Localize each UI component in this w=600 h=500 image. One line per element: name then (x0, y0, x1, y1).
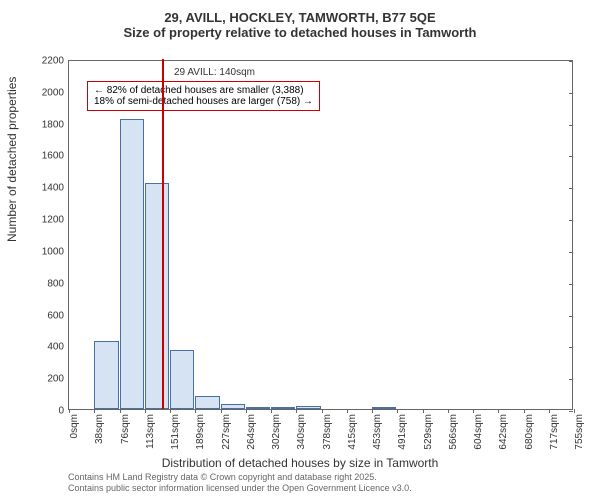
x-tick-label: 189sqm (195, 414, 206, 450)
x-tick-mark (246, 409, 247, 413)
x-tick-mark (94, 409, 95, 413)
x-tick-label: 453sqm (372, 414, 383, 450)
chart-title-line1: 29, AVILL, HOCKLEY, TAMWORTH, B77 5QE (0, 10, 600, 25)
x-tick-label: 491sqm (397, 414, 408, 450)
y-tick-mark (569, 252, 573, 253)
histogram-bar (246, 407, 270, 409)
x-tick-mark (296, 409, 297, 413)
y-tick-label: 800 (47, 278, 69, 289)
histogram-bar (221, 404, 245, 409)
x-tick-mark (397, 409, 398, 413)
histogram-bar (296, 406, 320, 409)
x-axis-label: Distribution of detached houses by size … (0, 456, 600, 470)
histogram-bar (170, 350, 194, 409)
histogram-bar (94, 341, 118, 409)
histogram-bar (271, 407, 295, 409)
annotation-line1: ← 82% of detached houses are smaller (3,… (94, 85, 313, 96)
histogram-bar (372, 407, 396, 409)
x-tick-label: 0sqm (69, 414, 80, 438)
y-tick-mark (569, 93, 573, 94)
x-tick-label: 151sqm (170, 414, 181, 450)
x-tick-mark (322, 409, 323, 413)
y-tick-label: 200 (47, 374, 69, 385)
x-tick-label: 38sqm (94, 414, 105, 444)
y-tick-mark (569, 284, 573, 285)
y-tick-label: 1000 (42, 246, 69, 257)
x-tick-label: 604sqm (473, 414, 484, 450)
x-tick-mark (221, 409, 222, 413)
x-tick-mark (120, 409, 121, 413)
x-tick-label: 529sqm (423, 414, 434, 450)
x-tick-label: 378sqm (322, 414, 333, 450)
y-tick-label: 0 (58, 406, 69, 417)
histogram-bar (195, 396, 219, 409)
footer-line2: Contains public sector information licen… (68, 483, 412, 495)
x-tick-label: 113sqm (145, 414, 156, 449)
x-tick-mark (145, 409, 146, 413)
x-tick-mark (69, 409, 70, 413)
x-tick-mark (549, 409, 550, 413)
x-tick-label: 642sqm (498, 414, 509, 450)
y-tick-mark (569, 220, 573, 221)
y-tick-mark (569, 188, 573, 189)
y-tick-mark (569, 411, 573, 412)
y-tick-label: 2000 (42, 87, 69, 98)
chart-container: 29, AVILL, HOCKLEY, TAMWORTH, B77 5QE Si… (0, 10, 600, 500)
y-tick-label: 1200 (42, 215, 69, 226)
y-tick-mark (569, 347, 573, 348)
y-axis-label: Number of detached properties (5, 77, 19, 242)
y-tick-mark (569, 379, 573, 380)
y-tick-label: 1600 (42, 151, 69, 162)
x-tick-mark (574, 409, 575, 413)
histogram-bar (145, 183, 169, 409)
footer-line1: Contains HM Land Registry data © Crown c… (68, 472, 412, 484)
x-tick-label: 415sqm (347, 414, 358, 450)
y-tick-mark (569, 316, 573, 317)
y-tick-mark (569, 156, 573, 157)
x-tick-mark (423, 409, 424, 413)
x-tick-mark (473, 409, 474, 413)
x-tick-mark (347, 409, 348, 413)
chart-footer: Contains HM Land Registry data © Crown c… (68, 472, 412, 495)
y-tick-label: 1800 (42, 119, 69, 130)
annotation-line2: 18% of semi-detached houses are larger (… (94, 96, 313, 107)
x-tick-label: 717sqm (549, 414, 560, 450)
chart-title-line2: Size of property relative to detached ho… (0, 25, 600, 40)
y-tick-label: 600 (47, 310, 69, 321)
x-tick-label: 302sqm (271, 414, 282, 450)
x-tick-mark (170, 409, 171, 413)
y-tick-label: 2200 (42, 56, 69, 67)
annotation-title: 29 AVILL: 140sqm (174, 67, 255, 78)
y-tick-mark (569, 61, 573, 62)
y-tick-label: 400 (47, 342, 69, 353)
reference-line (162, 59, 164, 409)
x-tick-label: 227sqm (221, 414, 232, 450)
x-tick-label: 755sqm (574, 414, 585, 450)
x-tick-mark (524, 409, 525, 413)
histogram-bar (120, 119, 144, 409)
x-tick-mark (498, 409, 499, 413)
plot-area: 29 AVILL: 140sqm ← 82% of detached house… (68, 60, 573, 410)
x-tick-label: 76sqm (120, 414, 131, 444)
x-tick-mark (271, 409, 272, 413)
x-tick-label: 566sqm (448, 414, 459, 450)
x-tick-label: 340sqm (296, 414, 307, 450)
x-tick-label: 680sqm (524, 414, 535, 450)
y-tick-mark (569, 125, 573, 126)
x-tick-label: 264sqm (246, 414, 257, 450)
x-tick-mark (372, 409, 373, 413)
y-tick-label: 1400 (42, 183, 69, 194)
x-tick-mark (195, 409, 196, 413)
annotation-box: ← 82% of detached houses are smaller (3,… (87, 81, 320, 111)
x-tick-mark (448, 409, 449, 413)
